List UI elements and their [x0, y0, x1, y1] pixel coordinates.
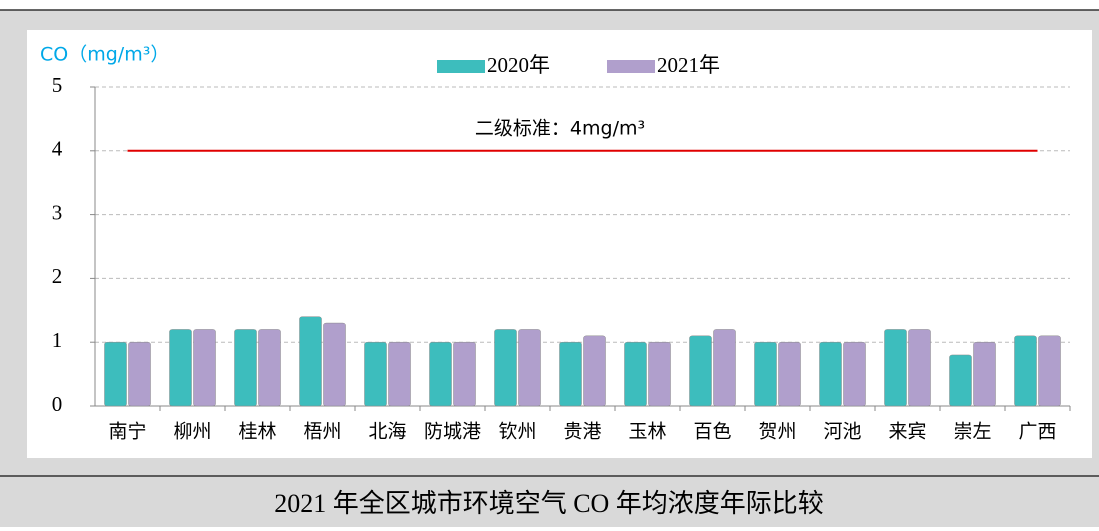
- x-tick-label: 贺州: [758, 421, 796, 443]
- bar: [323, 322, 346, 407]
- bar: [583, 335, 606, 407]
- bar: [713, 329, 736, 407]
- bar: [1038, 335, 1061, 407]
- bar: [518, 329, 541, 407]
- bar: [648, 341, 671, 407]
- bar: [949, 354, 972, 407]
- x-tick-label: 玉林: [628, 421, 666, 443]
- y-tick-label: 5: [52, 73, 63, 97]
- bar: [559, 341, 582, 407]
- bar: [624, 341, 647, 407]
- bar: [884, 329, 907, 407]
- bar: [299, 316, 322, 407]
- bar: [453, 341, 476, 407]
- bar: [908, 329, 931, 407]
- bar: [689, 335, 712, 407]
- bar: [104, 341, 127, 407]
- x-tick-label: 防城港: [424, 421, 481, 443]
- bar: [819, 341, 842, 407]
- x-tick-label: 崇左: [953, 421, 991, 443]
- bar: [1014, 335, 1037, 407]
- x-tick-label: 贵港: [563, 421, 601, 443]
- y-axis-label: CO（mg/m³）: [40, 44, 169, 66]
- y-tick-label: 2: [52, 264, 63, 288]
- legend-swatch: [607, 60, 655, 73]
- x-tick-label: 桂林: [238, 421, 276, 443]
- bar: [128, 341, 151, 407]
- y-tick-label: 3: [52, 200, 63, 224]
- bar: [234, 329, 257, 407]
- x-tick-label: 来宾: [888, 421, 926, 443]
- standard-label: 二级标准：4mg/m³: [475, 118, 645, 140]
- x-tick-label: 钦州: [498, 421, 536, 443]
- bar: [494, 329, 517, 407]
- x-tick-label: 北海: [368, 421, 406, 443]
- bar: [754, 341, 777, 407]
- bar: [429, 341, 452, 407]
- x-tick-label: 百色: [693, 421, 731, 443]
- x-tick-label: 梧州: [303, 421, 341, 443]
- bar: [169, 329, 192, 407]
- legend-label: 2020年: [487, 53, 550, 77]
- legend-label: 2021年: [657, 53, 720, 77]
- bar: [388, 341, 411, 407]
- bar: [778, 341, 801, 407]
- y-tick-label: 1: [52, 328, 63, 352]
- y-tick-label: 4: [52, 137, 63, 161]
- caption: 2021 年全区城市环境空气 CO 年均浓度年际比较: [274, 489, 824, 518]
- bar: [364, 341, 387, 407]
- y-tick-label: 0: [52, 392, 63, 416]
- bar: [973, 341, 996, 407]
- legend-swatch: [437, 60, 485, 73]
- x-tick-label: 广西: [1018, 421, 1056, 443]
- x-tick-label: 河池: [823, 421, 861, 443]
- bar: [843, 341, 866, 407]
- bar: [258, 329, 281, 407]
- x-tick-label: 南宁: [108, 421, 146, 443]
- bar: [193, 329, 216, 407]
- x-tick-label: 柳州: [173, 421, 211, 443]
